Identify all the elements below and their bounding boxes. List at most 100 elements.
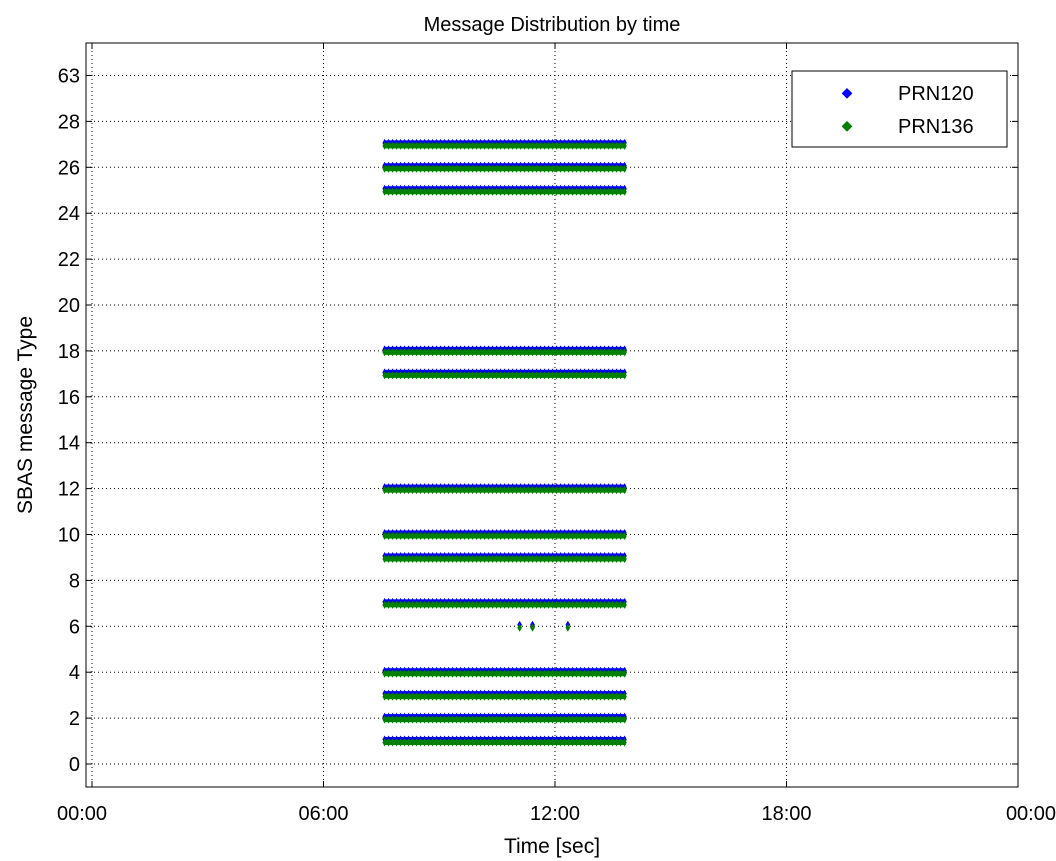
data-point [554,554,559,563]
data-point [390,164,395,173]
y-tick-label-0: 0 [69,754,80,776]
data-point [430,486,435,495]
data-point [410,669,415,678]
data-point [542,486,547,495]
data-point [586,738,591,747]
data-point [394,532,399,540]
data-point [426,164,431,173]
data-point [478,738,483,747]
data-point [478,371,483,380]
data-point [446,600,451,609]
data-point [514,141,519,150]
data-point [462,715,467,724]
data-point [430,371,435,380]
data-point [442,371,447,380]
data-point [410,141,415,150]
legend-label-prn136: PRN136 [898,116,974,138]
data-point [530,715,535,724]
data-point [434,141,439,150]
y-tick-label-5: 10 [58,525,80,547]
data-point [622,348,627,357]
data-point [502,141,507,150]
strip-prn136-type-26 [382,164,627,173]
data-point [598,600,603,609]
data-point [566,692,571,701]
data-point [510,486,515,495]
data-point [474,715,479,724]
data-point [566,715,571,724]
data-point [490,554,495,563]
data-point [454,348,459,357]
data-point [390,669,395,678]
y-tick-label-8: 16 [58,387,80,409]
data-point [514,669,519,678]
data-point [558,669,563,678]
data-point [590,692,595,701]
x-axis-label: Time [sec] [504,835,600,858]
data-point [422,371,427,380]
data-point [390,532,395,540]
data-point [554,371,559,380]
data-point [418,600,423,609]
data-point [498,669,503,678]
data-point [490,600,495,609]
data-point [562,187,567,196]
data-point [602,600,607,609]
data-point [470,164,475,173]
data-point [394,715,399,724]
data-point [386,669,391,678]
data-point [438,692,443,701]
data-point [526,348,531,357]
data-point [554,486,559,495]
data-point [514,371,519,380]
data-point [594,692,599,701]
data-point [538,692,543,701]
data-point [454,532,459,540]
data-point [582,692,587,701]
data-point [402,371,407,380]
data-point [598,348,603,357]
data-point [426,600,431,609]
data-point [390,486,395,495]
data-point [442,141,447,150]
data-point [470,600,475,609]
data-point [390,554,395,563]
data-point [382,669,387,678]
data-point [426,692,431,701]
data-point [434,669,439,678]
data-point [410,532,415,540]
data-point [486,187,491,196]
data-point [526,692,531,701]
data-point [466,141,471,150]
data-point [550,187,555,196]
data-point [590,554,595,563]
y-tick-label-1: 2 [69,708,80,730]
data-point [526,738,531,747]
data-point [414,669,419,678]
data-point [550,371,555,380]
data-point [510,348,515,357]
data-point [526,600,531,609]
data-point [610,348,615,357]
data-point [574,715,579,724]
data-point [402,141,407,150]
data-point [486,141,491,150]
data-point [542,348,547,357]
data-point [622,669,627,678]
data-point [386,738,391,747]
data-point [410,715,415,724]
data-point [594,715,599,724]
data-point [586,669,591,678]
data-point [454,600,459,609]
data-point [606,715,611,724]
data-point [590,715,595,724]
data-point [554,600,559,609]
data-point [494,532,499,540]
strip-prn136-type-7 [382,600,627,609]
data-point [498,141,503,150]
data-point [598,141,603,150]
data-point [382,486,387,495]
data-point [562,554,567,563]
data-point [526,715,531,724]
data-point [538,486,543,495]
